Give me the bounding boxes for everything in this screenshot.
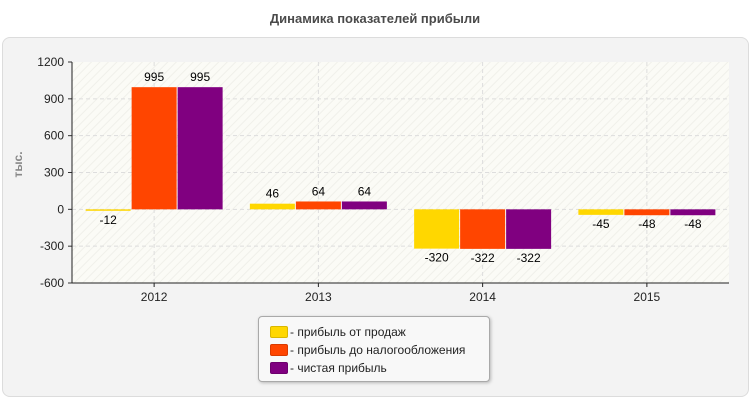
y-tick-label: 600 bbox=[44, 129, 64, 143]
legend-item-pretax-profit: - прибыль до налогообложения bbox=[259, 341, 489, 359]
legend-label-sales-profit: - прибыль от продаж bbox=[290, 325, 406, 339]
x-tick-label: 2014 bbox=[469, 290, 496, 304]
y-tick-label: -600 bbox=[40, 276, 64, 290]
bar bbox=[295, 201, 341, 210]
data-label: -45 bbox=[592, 217, 610, 231]
bar bbox=[85, 209, 131, 211]
data-label: -320 bbox=[425, 251, 449, 265]
bar bbox=[131, 87, 177, 210]
data-label: 46 bbox=[266, 187, 280, 201]
y-tick-label: 300 bbox=[44, 166, 64, 180]
data-label: -48 bbox=[684, 217, 702, 231]
bar bbox=[249, 203, 295, 210]
y-tick-label: -300 bbox=[40, 239, 64, 253]
x-tick-label: 2015 bbox=[634, 290, 661, 304]
bar bbox=[624, 209, 670, 216]
legend-label-pretax-profit: - прибыль до налогообложения bbox=[290, 343, 466, 357]
chart-title: Динамика показателей прибыли bbox=[269, 11, 481, 26]
data-label: 995 bbox=[190, 70, 210, 84]
x-tick-label: 2012 bbox=[141, 290, 168, 304]
y-tick-label: 1200 bbox=[37, 55, 64, 69]
data-label: -322 bbox=[517, 251, 541, 265]
y-tick-label: 0 bbox=[57, 202, 64, 216]
y-axis-label: тыс. bbox=[11, 151, 25, 177]
x-tick-label: 2013 bbox=[305, 290, 332, 304]
bar bbox=[506, 209, 552, 249]
data-label: -322 bbox=[471, 251, 495, 265]
legend-item-sales-profit: - прибыль от продаж bbox=[259, 323, 489, 341]
legend-item-net-profit: - чистая прибыль bbox=[259, 359, 489, 377]
bar bbox=[177, 87, 223, 210]
data-label: -48 bbox=[638, 217, 656, 231]
legend-swatch-pretax-profit bbox=[270, 344, 288, 356]
bar bbox=[414, 209, 460, 249]
legend-swatch-sales-profit bbox=[270, 326, 288, 338]
chart-legend: - прибыль от продаж - прибыль до налогоо… bbox=[258, 316, 490, 382]
legend-label-net-profit: - чистая прибыль bbox=[290, 361, 387, 375]
data-label: 64 bbox=[312, 184, 326, 198]
data-label: -12 bbox=[99, 213, 117, 227]
data-label: 64 bbox=[358, 184, 372, 198]
bar bbox=[341, 201, 387, 210]
bar bbox=[578, 209, 624, 215]
bar bbox=[460, 209, 506, 249]
bar bbox=[670, 209, 716, 216]
y-tick-label: 900 bbox=[44, 92, 64, 106]
data-label: 995 bbox=[144, 70, 164, 84]
legend-swatch-net-profit bbox=[270, 362, 288, 374]
